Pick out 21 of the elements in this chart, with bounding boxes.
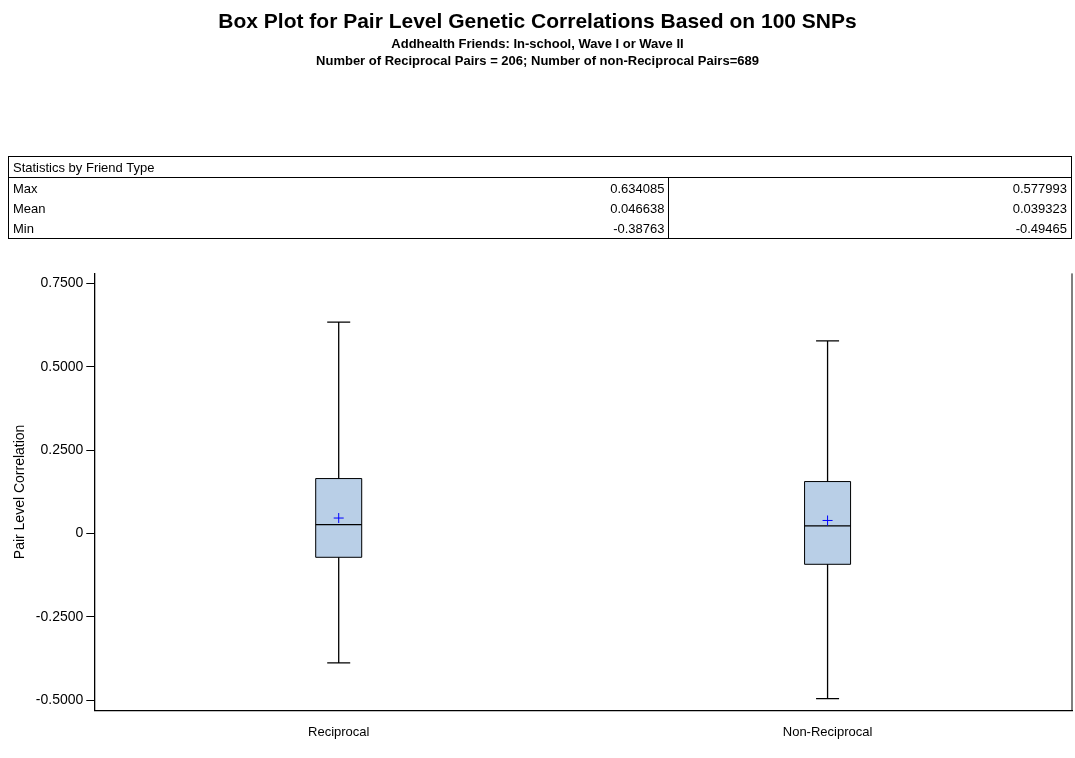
text: -0.49465 (668, 218, 1072, 239)
y-tick-label: 0 (75, 524, 84, 541)
text: Mean (8, 198, 270, 218)
text: -0.38763 (269, 218, 669, 239)
text: Max (8, 177, 270, 198)
y-tick-label: 0.5000 (40, 357, 84, 374)
x-tick-label: Non-Reciprocal (782, 723, 873, 739)
text: 0.046638 (269, 198, 669, 218)
text: 0.634085 (269, 177, 669, 198)
chart-subtitle: Addhealth Friends: In-school, Wave I or Wave II Number of Reciprocal Pairs = 206; Number of non-Reciprocal Pairs=689 (315, 35, 760, 69)
y-tick-label: 0.7500 (40, 274, 84, 291)
y-tick-label: -0.5000 (35, 691, 84, 708)
text: 0.577993 (668, 177, 1072, 198)
text: Statistics by Friend Type (8, 156, 1072, 178)
y-axis-title: Pair Level Correlation (11, 424, 28, 560)
text: Min (8, 218, 270, 239)
y-tick-label: 0.2500 (40, 441, 84, 458)
y-tick-label: -0.2500 (35, 607, 84, 624)
chart-title: Box Plot for Pair Level Genetic Correlations Based on 100 SNPs (217, 9, 858, 33)
x-tick-label: Reciprocal (308, 723, 370, 739)
text: 0.039323 (668, 198, 1072, 218)
